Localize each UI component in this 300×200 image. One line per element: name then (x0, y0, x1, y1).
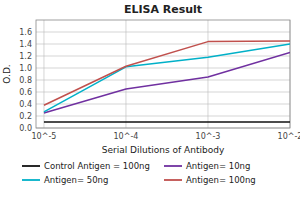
grid-line (36, 80, 290, 81)
x-tick-label: 10^-4 (114, 132, 139, 141)
legend-label: Control Antigen = 100ng (44, 161, 150, 171)
y-tick-label: 1.2 (19, 52, 32, 61)
grid-line (207, 20, 208, 128)
grid-line (36, 32, 290, 33)
legend: Control Antigen = 100ng Antigen= 10ng Anti… (22, 161, 256, 185)
series-line (44, 41, 290, 105)
series-line (44, 121, 290, 123)
legend-swatch (22, 179, 40, 181)
grid-line (36, 68, 290, 69)
chart: ELISA Result 0.0 0.2 0.4 0.6 0.8 1.0 1.2 1.4 1.6 1… (0, 0, 300, 200)
y-tick-label: 1.6 (19, 28, 32, 37)
legend-swatch (22, 165, 40, 167)
legend-label: Antigen= 10ng (186, 161, 250, 171)
y-tick-label: 0.8 (19, 76, 32, 85)
legend-label: Antigen= 100ng (186, 175, 256, 185)
legend-swatch (164, 165, 182, 167)
grid-line (125, 20, 126, 128)
y-axis-label: O.D. (2, 64, 12, 83)
plot-area (44, 41, 290, 122)
y-tick-label: 0.4 (19, 100, 32, 109)
grid (36, 20, 290, 128)
y-tick-label: 0.2 (19, 112, 32, 121)
x-tick-label: 10^-5 (32, 132, 57, 141)
y-tick-label: 0.0 (19, 124, 32, 133)
x-tick-label: 10^-2 (278, 132, 300, 141)
y-tick-label: 0.6 (19, 88, 32, 97)
y-tick-label: 1.4 (19, 40, 32, 49)
grid-line (36, 116, 290, 117)
title: ELISA Result (124, 3, 202, 16)
legend-swatch (164, 179, 182, 181)
x-tick-label: 10^-3 (196, 132, 221, 141)
legend-label: Antigen= 50ng (44, 175, 108, 185)
x-axis-label: Serial Dilutions of Antibody (102, 145, 225, 155)
grid-line (36, 44, 290, 45)
y-tick-label: 1.0 (19, 64, 32, 73)
plot-frame (36, 20, 290, 128)
